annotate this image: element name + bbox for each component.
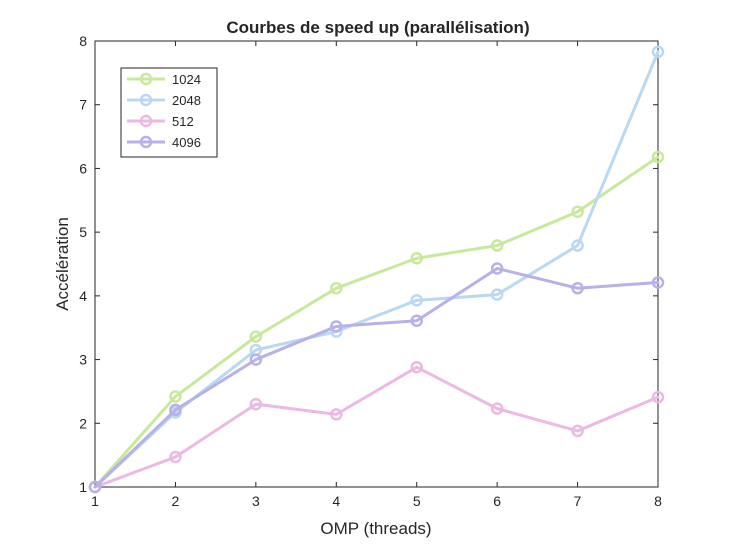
legend-box [120, 67, 218, 158]
x-axis-label: OMP (threads) [320, 519, 431, 538]
series-4096-point [410, 314, 423, 327]
y-tick-label: 2 [79, 415, 87, 431]
y-tick-label: 3 [79, 352, 87, 368]
series-2048-point [651, 45, 665, 59]
series-4096-point [169, 403, 182, 417]
legend-item-512: 512 [127, 114, 194, 129]
x-tick-label: 6 [493, 493, 501, 509]
series-1024-point [410, 252, 423, 265]
series-1024-point [571, 205, 584, 219]
series-2048-point [571, 239, 584, 252]
series-1024-line [93, 155, 660, 489]
legend-swatch-marker [139, 72, 153, 86]
series-4096-point [490, 262, 504, 275]
chart-title: Courbes de speed up (parallélisation) [226, 18, 529, 37]
series-1024-point [169, 390, 182, 403]
legend-label: 512 [172, 114, 194, 129]
legend-item-4096: 4096 [127, 135, 201, 150]
x-tick-label: 7 [574, 493, 582, 509]
series-512-point [571, 424, 584, 438]
series-1024-point [330, 281, 343, 295]
series-512-point [330, 408, 343, 421]
x-tick-label: 4 [332, 493, 340, 509]
y-tick-label: 7 [79, 97, 87, 113]
series-512-point [169, 450, 182, 464]
legend-item-1024: 1024 [127, 72, 201, 87]
y-tick-label: 8 [79, 33, 87, 49]
series-512-point [410, 360, 423, 374]
x-tick-label: 1 [91, 493, 99, 509]
x-tick-label: 5 [413, 493, 421, 509]
y-axis-label: Accélération [53, 217, 72, 311]
series-2048-point [410, 294, 423, 307]
series-1024-point [249, 330, 263, 343]
series-512-point [249, 397, 263, 411]
series-512-line [93, 365, 660, 489]
series-1024-point [490, 239, 504, 252]
legend: 1024 2048 512 4096 [120, 67, 218, 158]
y-tick-label: 4 [79, 288, 87, 304]
legend-swatch-marker [139, 114, 153, 128]
legend-label: 2048 [172, 93, 201, 108]
legend-swatch-marker [139, 135, 153, 149]
series-4096-point [651, 276, 665, 289]
legend-item-2048: 2048 [127, 93, 201, 108]
series-2048-point [490, 288, 504, 301]
y-tick-label: 5 [79, 224, 87, 240]
series-4096-point [249, 353, 263, 366]
x-tick-label: 2 [172, 493, 180, 509]
x-tick-label: 3 [252, 493, 260, 509]
series-4096-point [88, 480, 102, 494]
series-512-point [490, 402, 504, 415]
series-1024-point [651, 150, 665, 164]
series-4096-line [93, 266, 660, 489]
x-tick-label: 8 [654, 493, 662, 509]
series-4096 [88, 262, 665, 494]
series-4096-point [571, 281, 584, 295]
legend-swatch-marker [139, 93, 153, 107]
legend-label: 4096 [172, 135, 201, 150]
y-tick-label: 1 [79, 479, 87, 495]
series-512-point [651, 390, 665, 404]
legend-label: 1024 [172, 72, 201, 87]
y-tick-label: 6 [79, 160, 87, 176]
series-4096-point [330, 320, 343, 333]
